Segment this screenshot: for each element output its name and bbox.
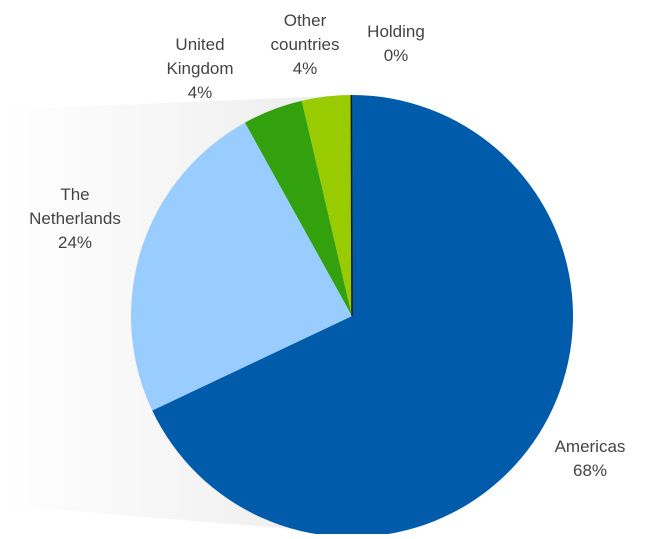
pie-slice-americas [152, 95, 573, 537]
slice-label-americas: Americas 68% [555, 437, 626, 480]
slice-label-other-countries: Other countries 4% [271, 11, 340, 78]
slice-name: Holding [367, 22, 425, 41]
slice-percent: 4% [293, 59, 318, 78]
slice-percent: 0% [384, 46, 409, 65]
pie-slice-the-netherlands [130, 122, 352, 411]
slice-name: Americas [555, 437, 626, 456]
slice-label-the-netherlands: The Netherlands 24% [29, 185, 121, 252]
pie-slices [130, 94, 573, 537]
slice-percent: 24% [58, 233, 92, 252]
pie-slice-holding [350, 94, 353, 317]
slice-name: United [175, 35, 224, 54]
slice-name: The [60, 185, 89, 204]
slice-label-united-kingdom: United Kingdom 4% [166, 35, 233, 102]
slice-name: Kingdom [166, 59, 233, 78]
slice-percent: 4% [188, 83, 213, 102]
slice-name: countries [271, 35, 340, 54]
slice-percent: 68% [573, 461, 607, 480]
pie-slice-other-countries [301, 95, 352, 316]
slice-name: Netherlands [29, 209, 121, 228]
pie-labels: Americas 68% The Netherlands 24% United Kingdo… [29, 11, 625, 480]
slice-name: Other [284, 11, 327, 30]
slice-label-holding: Holding 0% [367, 22, 425, 65]
pie-slice-united-kingdom [244, 100, 352, 316]
